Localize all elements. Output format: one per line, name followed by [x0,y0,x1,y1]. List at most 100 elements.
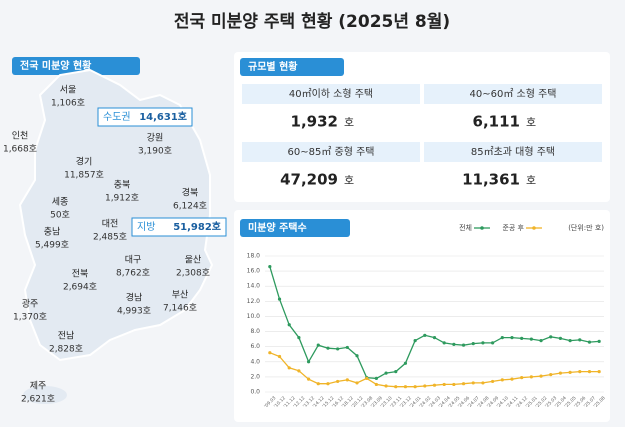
series-point [471,381,475,385]
region-value: 3,190호 [138,146,172,157]
series-point [423,333,427,337]
cell-header [242,142,420,162]
series-point [461,343,466,347]
summary-name: 지방 [137,221,155,233]
size-label: 규모별 현황 [248,60,298,73]
series-point [268,351,272,355]
series-point [355,354,359,358]
series-point [277,354,282,359]
map-label-bg [12,57,140,75]
cell-header [242,84,420,104]
region-value: 2,485호 [93,232,127,243]
series-point [520,376,524,380]
cell-value: 1,932 [291,113,338,131]
series-point [345,378,349,382]
series-point [316,343,320,347]
y-tick-label: 0.0 [250,389,260,396]
region-value: 5,499호 [35,240,69,251]
region-name: 서울 [60,85,77,96]
series-point [510,377,514,381]
series-point [500,336,504,340]
series-point [277,297,282,301]
y-tick-label: 12.0 [247,298,261,305]
cell-header [424,142,602,162]
series-point [481,381,485,385]
series-point [578,338,582,342]
y-tick-label: 4.0 [250,358,260,365]
cell-header [424,84,602,104]
series-point [432,383,437,387]
legend-label: 준공 후 [502,224,524,232]
summary-name: 수도권 [103,111,131,123]
summary-box [97,107,193,127]
series-point [510,336,514,340]
series-point [365,376,369,380]
legend-label: 전체 [459,223,472,232]
cell-name: 40~60㎡ 소형 주택 [470,88,557,100]
chart: 0.02.04.06.08.010.012.014.016.018.0'09.0… [247,223,607,409]
series-point [394,370,398,374]
series-point [481,341,485,345]
series-point [578,370,582,374]
region-value: 1,106호 [51,98,85,109]
series-point [326,346,330,350]
map-jeju [23,386,67,404]
region-value: 4,993호 [117,306,151,317]
region-value: 11,857호 [64,170,104,181]
y-tick-label: 16.0 [247,268,261,275]
series-point [403,361,408,365]
region-name: 경기 [76,156,93,168]
series-point [529,337,533,341]
cell-unit: 호 [344,116,354,129]
series-point [268,264,272,269]
region-name: 전남 [58,331,75,342]
region-value: 8,762호 [116,268,150,279]
summary-value: 14,631호 [139,110,187,123]
chart-panel [234,210,610,422]
unit-note: (단위:만 호) [568,223,604,232]
chart-title: 미분양 주택수 [248,221,307,234]
summary-value: 51,982호 [173,220,221,233]
series-point [539,339,543,343]
y-tick-label: 14.0 [247,283,261,290]
region-value: 1,668호 [3,144,37,155]
region-name: 광주 [22,298,39,310]
region-value: 50호 [50,210,70,221]
series-point [345,345,349,350]
series-point [432,336,437,340]
series-point [297,336,301,340]
series-point [442,341,446,345]
region-name: 대구 [125,255,142,266]
series-point [529,375,533,379]
region-name: 경북 [182,187,199,199]
y-tick-label: 10.0 [247,313,261,320]
series-point [374,376,378,380]
series-point [597,370,601,374]
cell-name: 85㎡초과 대형 주택 [471,146,555,158]
region-value: 2,828호 [49,344,83,355]
series-point [520,336,524,340]
series-point [461,382,466,386]
map-label: 전국 미분양 현황 [20,59,92,72]
region-name: 충남 [44,227,61,238]
series-point [287,323,291,327]
series-point [568,339,572,343]
series-point [549,373,553,377]
region-name: 부산 [172,290,189,301]
summary-box [131,217,227,237]
series-point [587,340,592,344]
region-value: 6,124호 [173,201,207,212]
cell-value: 11,361 [462,171,520,189]
region-value: 2,308호 [176,268,210,279]
series-point [491,379,495,384]
series-point [413,339,417,343]
series-point [326,382,330,386]
region-name: 강원 [147,133,164,144]
region-name: 경남 [126,292,143,304]
region-value: 2,621호 [21,394,55,405]
series-point [539,374,543,378]
y-tick-label: 18.0 [247,253,261,260]
legend-dot [480,226,484,230]
